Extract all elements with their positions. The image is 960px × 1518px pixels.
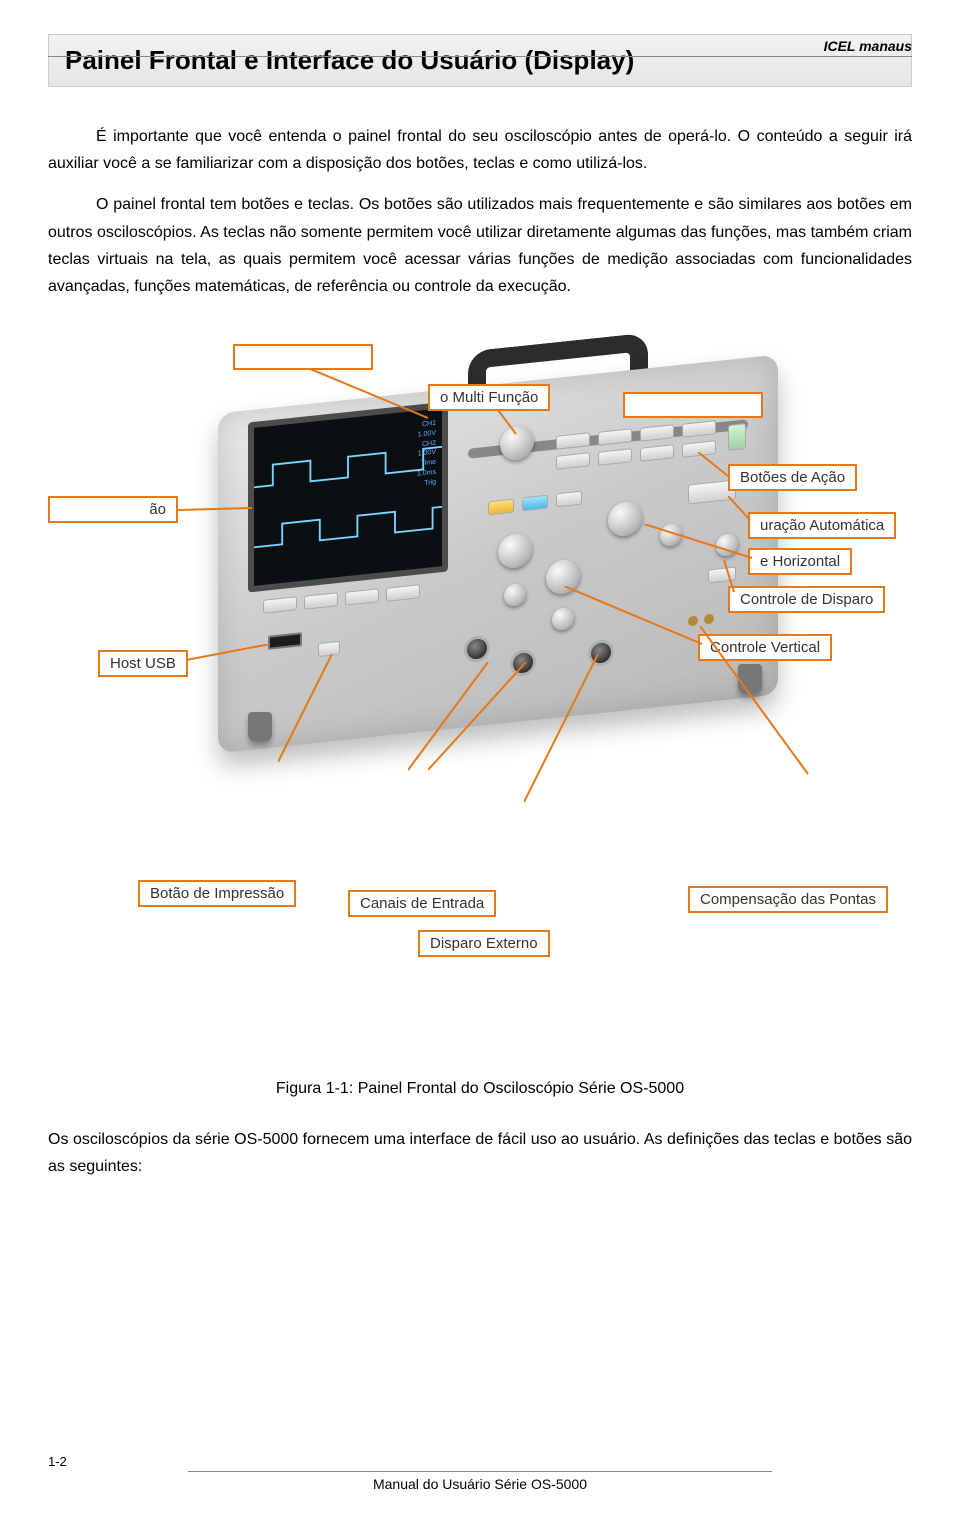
bottom-label-row: Botão de Impressão Canais de Entrada Dis… <box>48 880 912 970</box>
label-controle-vertical: Controle Vertical <box>698 634 832 661</box>
label-botao-impressao: Botão de Impressão <box>138 880 296 907</box>
label-blank-top <box>233 344 373 370</box>
scope-foot <box>248 712 272 742</box>
page-footer: 1-2 Manual do Usuário Série OS-5000 <box>48 1453 912 1492</box>
label-horizontal: e Horizontal <box>748 548 852 575</box>
ch1-button <box>488 499 514 516</box>
ch2-button <box>522 495 548 512</box>
header-rule <box>48 56 912 57</box>
label-canais-entrada: Canais de Entrada <box>348 890 496 917</box>
print-button <box>318 641 340 657</box>
page-number: 1-2 <box>48 1454 67 1469</box>
front-panel-diagram: CH1 1.00V CH2 1.00V Time 1.0ms Trig <box>48 324 912 864</box>
label-config-auto: uração Automática <box>748 512 896 539</box>
label-compensacao-pontas: Compensação das Pontas <box>688 886 888 913</box>
closing-paragraph: Os osciloscópios da série OS-5000 fornec… <box>48 1126 912 1180</box>
body-text: É importante que você entenda o painel f… <box>48 123 912 300</box>
label-disparo-externo: Disparo Externo <box>418 930 550 957</box>
paragraph-1: É importante que você entenda o painel f… <box>48 123 912 177</box>
label-botoes-acao: Botões de Ação <box>728 464 857 491</box>
figure-caption: Figura 1-1: Painel Frontal do Osciloscóp… <box>48 1080 912 1098</box>
screen-readout: CH1 1.00V CH2 1.00V Time 1.0ms Trig <box>394 419 436 561</box>
section-title-bar: Painel Frontal e Interface do Usuário (D… <box>48 34 912 87</box>
run-stop-button <box>728 423 746 451</box>
label-host-usb: Host USB <box>98 650 188 677</box>
math-button <box>556 491 582 508</box>
label-display-ao: ão <box>48 496 178 523</box>
label-blank-right-top <box>623 392 763 418</box>
section-title: Painel Frontal e Interface do Usuário (D… <box>65 45 895 76</box>
scope-display: CH1 1.00V CH2 1.00V Time 1.0ms Trig <box>248 402 448 593</box>
label-multi-funcao: o Multi Função <box>428 384 550 411</box>
brand-header: ICEL manaus <box>824 38 912 54</box>
scope-foot <box>738 664 762 694</box>
label-controle-disparo: Controle de Disparo <box>728 586 885 613</box>
footer-rule <box>188 1471 772 1472</box>
footer-manual-title: Manual do Usuário Série OS-5000 <box>48 1476 912 1492</box>
paragraph-2: O painel frontal tem botões e teclas. Os… <box>48 191 912 300</box>
